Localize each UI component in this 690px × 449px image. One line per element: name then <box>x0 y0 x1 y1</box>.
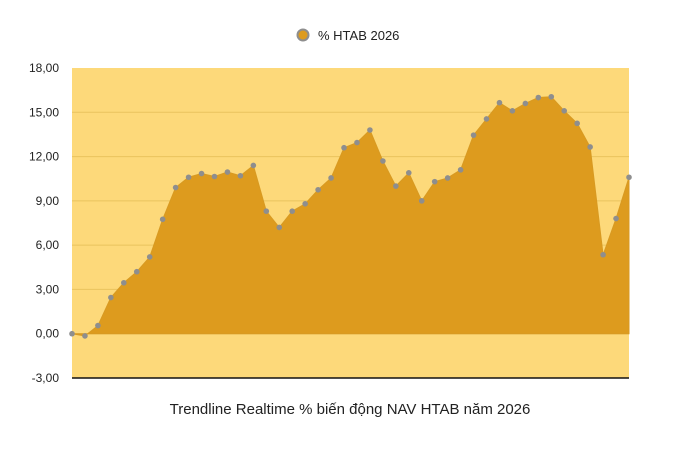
data-point <box>380 158 386 164</box>
data-point <box>198 170 205 177</box>
data-point <box>548 93 555 100</box>
data-point <box>431 178 438 185</box>
data-point <box>328 175 334 181</box>
y-axis-tick-labels: -3,00 0,00 3,00 6,00 9,00 12,00 15,00 18,00 <box>29 61 59 385</box>
data-point <box>185 174 192 181</box>
data-point <box>263 208 270 214</box>
legend: % HTAB 2026 <box>296 28 399 43</box>
data-point <box>574 120 580 127</box>
data-point <box>613 215 619 222</box>
y-tick-label: 0,00 <box>36 327 60 341</box>
data-point <box>276 224 283 231</box>
data-point <box>587 144 593 150</box>
data-point <box>496 99 503 106</box>
data-point <box>483 116 490 122</box>
data-point <box>211 173 218 180</box>
data-point <box>224 169 231 175</box>
data-point <box>172 184 179 191</box>
legend-marker <box>296 28 310 42</box>
data-point <box>626 174 632 181</box>
data-point <box>457 167 464 173</box>
data-point <box>535 94 542 101</box>
data-point <box>121 279 127 286</box>
y-tick-label: 15,00 <box>29 105 59 119</box>
data-point <box>82 333 88 339</box>
data-point <box>405 170 412 176</box>
data-point <box>509 108 516 114</box>
data-point <box>444 175 451 181</box>
data-point <box>146 254 153 260</box>
data-point <box>470 132 477 138</box>
series-area <box>71 96 630 337</box>
x-axis-label: Trendline Realtime % biến động NAV HTAB … <box>170 401 531 418</box>
y-tick-label: 9,00 <box>36 194 60 208</box>
data-point <box>393 183 399 189</box>
y-tick-label: 3,00 <box>36 282 60 296</box>
data-point <box>561 108 568 114</box>
data-point <box>522 100 529 107</box>
legend-label: % HTAB 2026 <box>318 28 399 43</box>
data-point <box>159 216 166 223</box>
data-point <box>69 330 75 337</box>
data-point <box>302 201 308 207</box>
data-point <box>354 139 360 146</box>
data-point <box>315 186 321 193</box>
y-tick-label: 6,00 <box>36 238 60 252</box>
data-point <box>95 322 101 329</box>
data-point <box>250 162 257 169</box>
data-point <box>289 208 296 214</box>
y-tick-label: -3,00 <box>32 371 60 385</box>
data-point <box>367 127 373 133</box>
data-point <box>108 294 114 301</box>
data-point <box>341 144 347 151</box>
data-point <box>600 251 606 258</box>
data-point <box>418 198 425 204</box>
y-tick-label: 12,00 <box>29 150 59 164</box>
data-point <box>133 268 140 275</box>
y-tick-label: 18,00 <box>29 61 59 75</box>
data-point <box>237 172 244 179</box>
series-markers <box>69 93 632 339</box>
